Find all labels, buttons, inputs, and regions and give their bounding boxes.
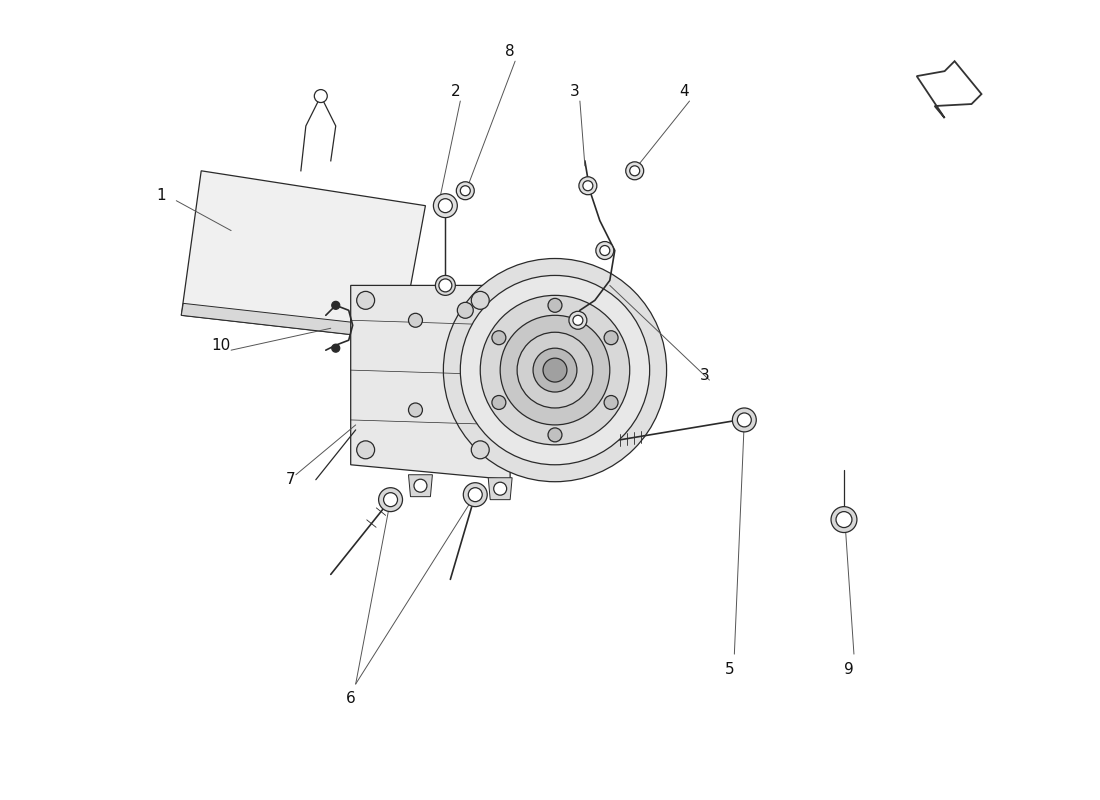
Circle shape [440,200,451,211]
Text: 10: 10 [211,338,231,353]
Polygon shape [488,478,513,500]
Circle shape [443,258,667,482]
Circle shape [315,90,328,102]
Circle shape [500,315,609,425]
Polygon shape [408,474,432,497]
Circle shape [492,330,506,345]
Circle shape [456,182,474,200]
Text: 2: 2 [451,83,460,98]
Text: 9: 9 [844,662,854,677]
Circle shape [414,479,427,492]
Circle shape [356,291,375,310]
Circle shape [408,403,422,417]
Polygon shape [916,61,981,118]
Circle shape [458,302,473,318]
Circle shape [596,242,614,259]
Circle shape [433,194,458,218]
Circle shape [437,197,454,214]
Circle shape [481,295,629,445]
Circle shape [469,488,482,502]
Circle shape [534,348,576,392]
Circle shape [332,302,340,310]
Circle shape [439,198,452,213]
Polygon shape [351,286,510,480]
Circle shape [463,482,487,506]
Circle shape [384,493,397,506]
Text: 6: 6 [345,691,355,706]
Circle shape [471,441,490,458]
Circle shape [378,488,403,512]
Circle shape [471,291,490,310]
Circle shape [548,298,562,312]
Text: 7: 7 [286,472,296,487]
Circle shape [573,315,583,326]
Circle shape [600,246,609,255]
Polygon shape [182,170,426,340]
Circle shape [439,279,452,292]
Circle shape [436,275,455,295]
Circle shape [830,506,857,533]
Circle shape [629,166,640,176]
Circle shape [356,441,375,458]
Polygon shape [182,303,406,340]
Circle shape [836,512,851,527]
Circle shape [332,344,340,352]
Circle shape [460,275,650,465]
Circle shape [604,395,618,410]
Circle shape [579,177,597,194]
Text: 3: 3 [700,367,710,382]
Circle shape [569,311,587,330]
Circle shape [548,428,562,442]
Circle shape [583,181,593,190]
Circle shape [408,314,422,327]
Circle shape [626,162,644,180]
Text: 8: 8 [505,44,515,58]
Text: 3: 3 [570,83,580,98]
Circle shape [733,408,757,432]
Circle shape [494,482,507,495]
Text: 1: 1 [156,188,166,203]
Text: 5: 5 [725,662,734,677]
Circle shape [517,332,593,408]
Circle shape [460,186,471,196]
Circle shape [604,330,618,345]
Text: 4: 4 [680,83,690,98]
Circle shape [492,395,506,410]
Circle shape [543,358,566,382]
Circle shape [737,413,751,427]
